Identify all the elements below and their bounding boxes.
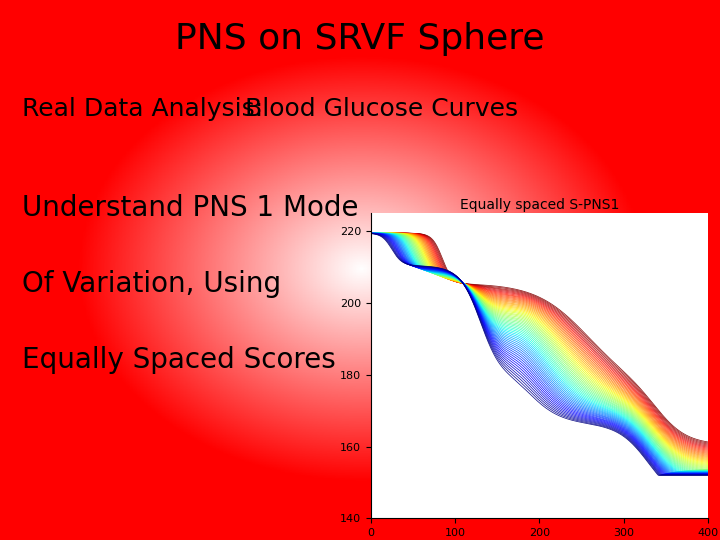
Text: PNS on SRVF Sphere: PNS on SRVF Sphere <box>175 22 545 56</box>
Text: Understand PNS 1 Mode: Understand PNS 1 Mode <box>22 194 358 222</box>
Text: Of Variation, Using: Of Variation, Using <box>22 270 281 298</box>
Text: Blood Glucose Curves: Blood Glucose Curves <box>245 97 518 121</box>
Text: Equally Spaced Scores: Equally Spaced Scores <box>22 346 336 374</box>
Text: Real Data Analysis:: Real Data Analysis: <box>22 97 263 121</box>
Title: Equally spaced S-PNS1: Equally spaced S-PNS1 <box>459 198 619 212</box>
